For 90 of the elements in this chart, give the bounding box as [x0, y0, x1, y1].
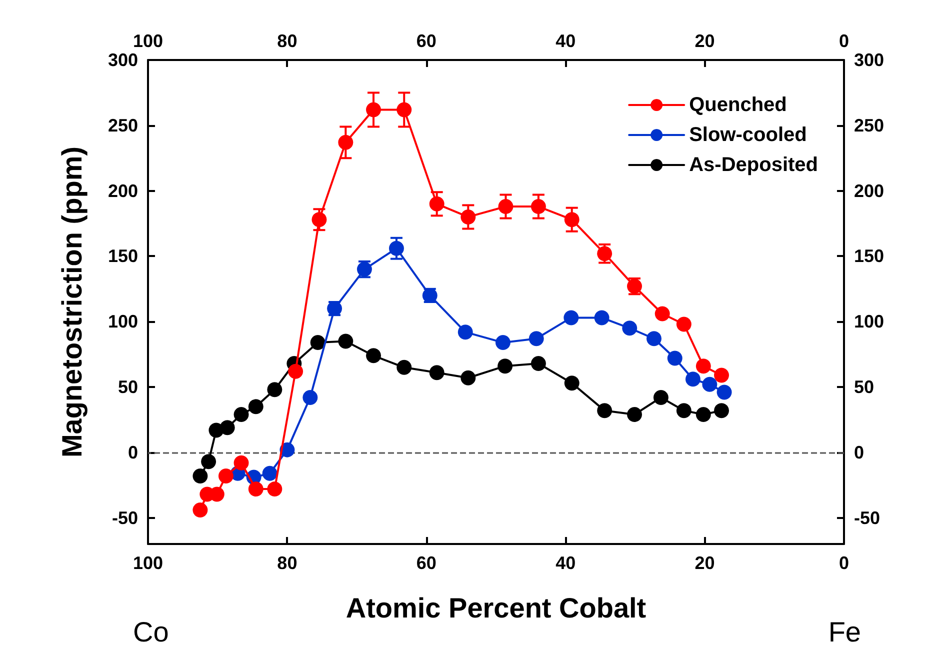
y2-tick-label: 300 [854, 50, 884, 70]
y-tick-label: 300 [108, 50, 138, 70]
point [597, 403, 612, 418]
point [338, 334, 354, 349]
point [310, 335, 326, 350]
point [594, 310, 610, 326]
point [312, 212, 327, 228]
x2-tick-label: 100 [132, 31, 164, 51]
point [564, 376, 580, 391]
point [685, 372, 700, 387]
point [646, 331, 662, 346]
x-tick-label: 0 [838, 553, 850, 573]
y2-tick-label: 150 [854, 246, 884, 266]
y-tick-label: 0 [128, 442, 138, 462]
point [220, 420, 235, 436]
point [429, 365, 444, 380]
point [627, 407, 642, 422]
y-tick-label: -50 [112, 508, 138, 528]
x-tick-label: 60 [416, 553, 436, 573]
point [676, 403, 692, 418]
point [302, 390, 318, 405]
x-tick-label: 80 [277, 553, 298, 573]
point [696, 407, 711, 422]
y2-tick-label: 50 [854, 377, 874, 398]
point [597, 246, 612, 262]
y-tick-label: 200 [108, 180, 138, 201]
x-tick-label: 40 [556, 553, 576, 573]
x2-tick-label: 60 [416, 31, 436, 51]
x2-tick-label: 40 [556, 31, 576, 51]
point [338, 134, 354, 150]
point [676, 316, 692, 332]
point [192, 468, 208, 484]
x-axis-title: Atomic Percent Cobalt [346, 592, 646, 624]
point [716, 384, 732, 400]
point [498, 358, 513, 374]
point [714, 403, 730, 418]
point [388, 240, 404, 256]
point [366, 348, 382, 364]
point [564, 310, 579, 326]
legend-label: Slow-cooled [689, 124, 807, 146]
text: Fe [828, 616, 862, 648]
point [495, 335, 510, 350]
point [458, 324, 473, 340]
point [234, 407, 249, 422]
point [653, 390, 668, 405]
x2-tick-label: 20 [694, 31, 715, 51]
point [714, 368, 730, 383]
point [248, 399, 264, 414]
point [460, 370, 476, 386]
point [702, 376, 718, 392]
y2-tick-label: 200 [854, 180, 884, 201]
point [248, 482, 264, 497]
y-tick-label: 150 [108, 246, 138, 266]
y-tick-label: 250 [108, 115, 138, 136]
y-axis-title: Magnetostriction (ppm) [56, 146, 88, 458]
point [667, 350, 682, 366]
point [288, 364, 304, 379]
legend-label: Quenched [689, 94, 787, 116]
y2-tick-label: -50 [854, 508, 880, 528]
point [622, 320, 638, 336]
point [396, 102, 412, 118]
point [498, 199, 514, 214]
x-tick-label: 20 [694, 553, 715, 573]
y-tick-label: 50 [118, 377, 138, 398]
point [267, 482, 282, 497]
y2-tick-label: 100 [854, 312, 884, 332]
point [366, 102, 382, 118]
y2-tick-label: 0 [854, 442, 864, 462]
x-tick-label: 100 [132, 553, 164, 573]
text: Co [133, 616, 169, 648]
y2-tick-label: 250 [854, 115, 884, 136]
point [218, 468, 234, 484]
point [267, 382, 282, 398]
point [528, 331, 544, 346]
point [201, 454, 216, 470]
x2-tick-label: 0 [838, 31, 850, 51]
point [530, 356, 546, 371]
point [696, 358, 711, 374]
x2-tick-label: 80 [277, 31, 298, 51]
point [460, 209, 476, 224]
point [429, 196, 444, 212]
point [234, 455, 249, 470]
legend-label: As-Deposited [689, 154, 818, 176]
y-tick-label: 100 [108, 312, 138, 332]
point [192, 502, 208, 518]
point [564, 212, 580, 228]
point [530, 199, 546, 214]
point [396, 360, 412, 375]
point [262, 466, 278, 481]
point [654, 306, 670, 322]
